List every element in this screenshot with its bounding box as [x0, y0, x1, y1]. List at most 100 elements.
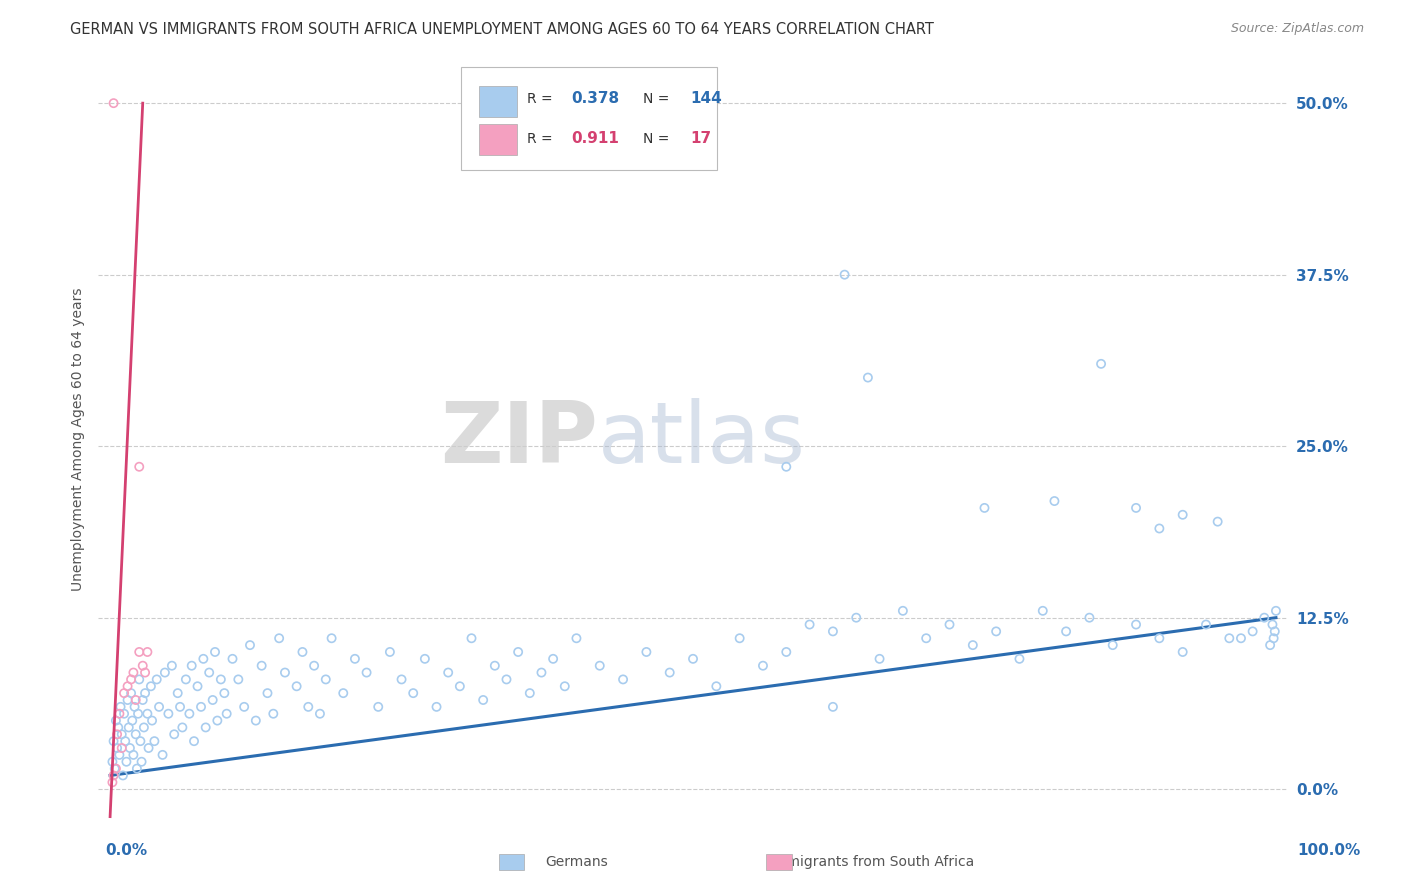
Text: 0.378: 0.378 — [572, 92, 620, 106]
Point — [180, 658, 202, 673]
Point — [221, 652, 243, 666]
Point — [129, 734, 152, 748]
Point — [891, 604, 914, 618]
Point — [112, 706, 135, 721]
Point — [148, 699, 170, 714]
Point — [125, 727, 148, 741]
Point — [157, 706, 180, 721]
Point — [1195, 617, 1218, 632]
Point — [233, 699, 256, 714]
Point — [269, 632, 291, 646]
Text: N =: N = — [643, 132, 669, 146]
FancyBboxPatch shape — [479, 86, 517, 117]
Point — [163, 727, 186, 741]
Point — [1241, 624, 1264, 639]
Point — [612, 673, 634, 687]
Point — [117, 693, 139, 707]
Point — [391, 673, 413, 687]
Point — [103, 734, 125, 748]
Text: atlas: atlas — [598, 398, 806, 481]
Point — [1261, 617, 1284, 632]
Point — [460, 632, 482, 646]
Point — [449, 679, 471, 693]
Point — [118, 721, 141, 735]
Point — [554, 679, 576, 693]
Point — [1171, 645, 1194, 659]
Point — [127, 706, 149, 721]
Point — [799, 617, 821, 632]
Point — [215, 706, 238, 721]
Point — [1263, 632, 1285, 646]
Point — [541, 652, 564, 666]
Point — [121, 714, 143, 728]
Point — [145, 673, 167, 687]
Point — [274, 665, 297, 680]
Point — [104, 762, 127, 776]
Point — [1101, 638, 1123, 652]
Point — [169, 699, 191, 714]
Point — [834, 268, 856, 282]
Point — [103, 96, 125, 111]
Point — [179, 706, 201, 721]
Point — [228, 673, 250, 687]
Point — [108, 706, 131, 721]
Point — [356, 665, 378, 680]
Point — [194, 721, 217, 735]
FancyBboxPatch shape — [461, 67, 717, 170]
Point — [143, 734, 166, 748]
Point — [1090, 357, 1112, 371]
Point — [636, 645, 658, 659]
Point — [962, 638, 984, 652]
Point — [682, 652, 704, 666]
Point — [728, 632, 751, 646]
Point — [984, 624, 1007, 639]
Point — [658, 665, 681, 680]
Point — [367, 699, 389, 714]
Point — [245, 714, 267, 728]
Point — [110, 699, 132, 714]
Text: N =: N = — [643, 92, 669, 106]
Point — [186, 679, 208, 693]
Point — [118, 741, 141, 756]
Point — [495, 673, 517, 687]
Point — [160, 658, 183, 673]
Point — [1230, 632, 1253, 646]
Point — [153, 665, 176, 680]
Point — [120, 673, 142, 687]
Point — [193, 652, 215, 666]
Point — [101, 755, 124, 769]
Point — [425, 699, 447, 714]
Point — [207, 714, 229, 728]
Point — [105, 727, 128, 741]
Point — [1125, 500, 1147, 515]
Point — [565, 632, 588, 646]
Point — [309, 706, 332, 721]
Text: 17: 17 — [690, 131, 711, 146]
Point — [115, 755, 138, 769]
Point — [124, 699, 146, 714]
Point — [104, 714, 127, 728]
Point — [117, 679, 139, 693]
Point — [1218, 632, 1240, 646]
Point — [1206, 515, 1229, 529]
Point — [484, 658, 506, 673]
Point — [315, 673, 337, 687]
Point — [821, 699, 844, 714]
Point — [1008, 652, 1031, 666]
Text: Germans: Germans — [546, 855, 607, 869]
Point — [128, 645, 150, 659]
Point — [128, 459, 150, 474]
Point — [1258, 638, 1281, 652]
Point — [122, 665, 145, 680]
Point — [112, 686, 135, 700]
Point — [174, 673, 197, 687]
Point — [845, 610, 868, 624]
Point — [111, 727, 134, 741]
Point — [1264, 624, 1286, 639]
Point — [128, 673, 150, 687]
Point — [285, 679, 308, 693]
Point — [139, 679, 162, 693]
Y-axis label: Unemployment Among Ages 60 to 64 years: Unemployment Among Ages 60 to 64 years — [72, 287, 86, 591]
Point — [136, 706, 159, 721]
Point — [105, 741, 128, 756]
